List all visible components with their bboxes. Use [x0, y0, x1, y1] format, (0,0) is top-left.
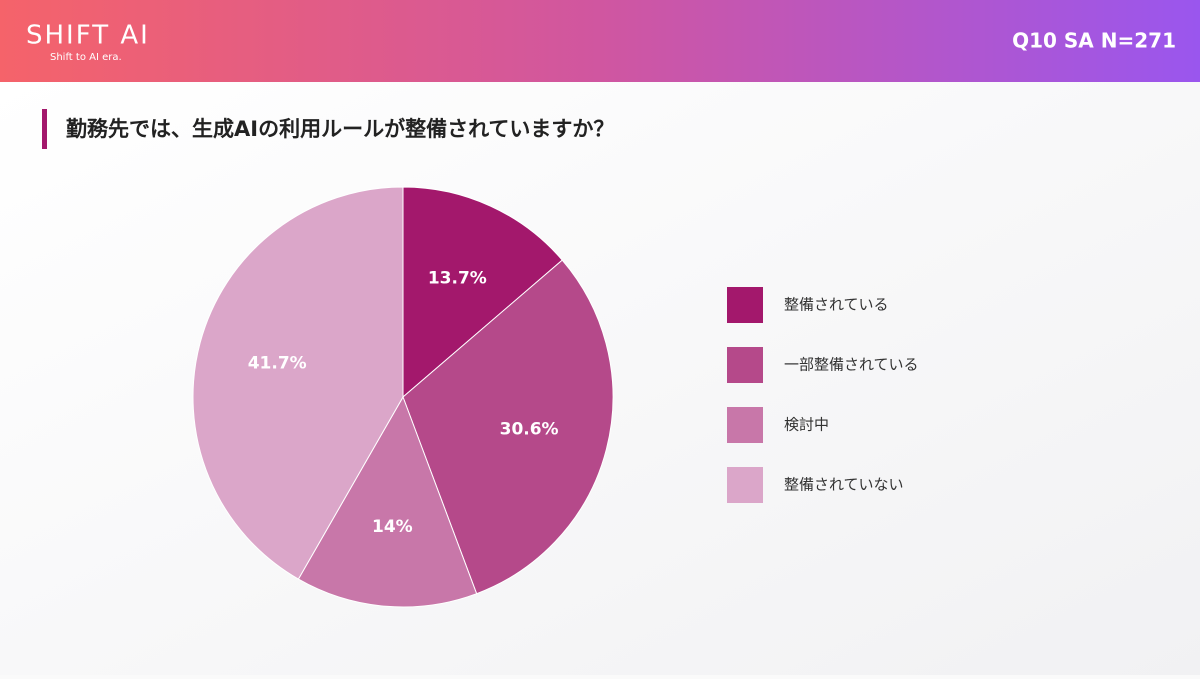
legend-swatch [727, 287, 763, 323]
legend-label: 整備されている [784, 296, 889, 314]
data-label: 13.7% [428, 269, 487, 289]
legend-label: 一部整備されている [784, 356, 919, 374]
chart-title: 勤務先では、生成AIの利用ルールが整備されていますか？ [66, 117, 614, 141]
pie-slice [402, 259, 614, 595]
legend-label: 検討中 [784, 416, 829, 434]
data-label: 14% [372, 517, 413, 537]
data-label: 41.7% [248, 353, 307, 373]
header-bar [0, 0, 1200, 82]
pie-slice [297, 395, 478, 608]
legend-swatch [727, 467, 763, 503]
pie-slice [402, 186, 563, 399]
pie-slice [192, 186, 404, 580]
tagline: Shift to AI era. [50, 52, 122, 63]
legend-label: 整備されていない [784, 476, 904, 494]
chart: 13.7% 30.6% 14% 41.7% 整備されている一部整備されている検討中整備さ… [192, 186, 919, 608]
question-id: Q10 SA N=271 [1012, 29, 1176, 53]
legend-swatch [727, 347, 763, 383]
logo: SHIFT AI [26, 21, 150, 51]
legend-swatch [727, 407, 763, 443]
data-label: 30.6% [500, 419, 559, 439]
title-accent [42, 109, 47, 149]
